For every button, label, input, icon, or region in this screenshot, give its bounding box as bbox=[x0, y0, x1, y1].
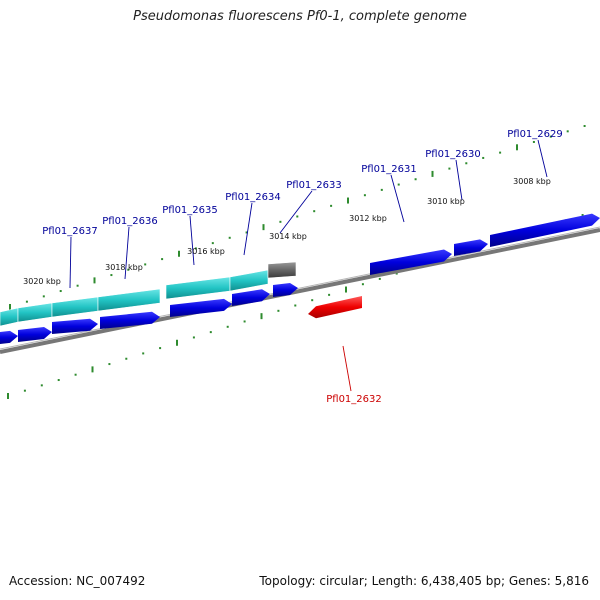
gene-label: Pfl01_2636 bbox=[102, 216, 158, 227]
ruler-label: 3014 kbp bbox=[269, 232, 307, 241]
gene-leader-line bbox=[537, 139, 548, 178]
cog-category-band bbox=[0, 307, 19, 327]
gene-label: Pfl01_2632 bbox=[326, 394, 382, 405]
ruler-label: 3020 kbp bbox=[23, 277, 61, 286]
forward-cds bbox=[454, 239, 488, 256]
forward-cds bbox=[100, 311, 160, 329]
cog-category-band bbox=[229, 269, 269, 292]
ruler-label: 3018 kbp bbox=[105, 263, 143, 272]
forward-cds bbox=[18, 326, 52, 342]
gene-leader-line bbox=[243, 202, 253, 256]
gene-leader-line bbox=[124, 226, 130, 280]
cog-category-band bbox=[51, 296, 99, 318]
gene-leader-line bbox=[189, 215, 195, 266]
gene-label: Pfl01_2633 bbox=[286, 180, 342, 191]
gene-leader-line bbox=[69, 236, 72, 289]
accession-text: Accession: NC_007492 bbox=[9, 574, 146, 588]
gene-label: Pfl01_2635 bbox=[162, 205, 218, 216]
gene-label: Pfl01_2634 bbox=[225, 192, 281, 203]
gene-leader-line bbox=[279, 190, 313, 234]
forward-cds bbox=[52, 318, 98, 334]
gene-label: Pfl01_2629 bbox=[507, 129, 563, 140]
topology-text: Topology: circular; Length: 6,438,405 bp… bbox=[259, 574, 589, 588]
forward-cds bbox=[370, 249, 452, 275]
forward-cds bbox=[232, 289, 270, 306]
genome-backbone bbox=[0, 228, 600, 354]
forward-cds bbox=[273, 282, 298, 297]
gene-label: Pfl01_2630 bbox=[425, 149, 481, 160]
gene-leader-line bbox=[390, 174, 405, 223]
gene-leader-line bbox=[342, 345, 352, 392]
cog-category-band bbox=[17, 302, 53, 323]
cog-category-band bbox=[165, 276, 231, 300]
reverse-cds bbox=[308, 296, 362, 319]
forward-cds bbox=[490, 213, 600, 247]
gene-leader-line bbox=[455, 159, 463, 201]
map-title: Pseudomonas fluorescens Pf0-1, complete … bbox=[133, 9, 467, 24]
ruler-label: 3010 kbp bbox=[427, 197, 465, 206]
genome-backbone-highlight bbox=[0, 226, 600, 350]
unknown-category-band bbox=[267, 261, 297, 279]
forward-cds bbox=[170, 298, 232, 317]
ruler-label: 3016 kbp bbox=[187, 247, 225, 256]
ruler-label: 3012 kbp bbox=[349, 214, 387, 223]
gene-label: Pfl01_2637 bbox=[42, 226, 98, 237]
forward-cds bbox=[0, 330, 18, 344]
gene-label: Pfl01_2631 bbox=[361, 164, 417, 175]
ruler-label: 3008 kbp bbox=[513, 177, 551, 186]
cog-category-band bbox=[97, 288, 161, 312]
